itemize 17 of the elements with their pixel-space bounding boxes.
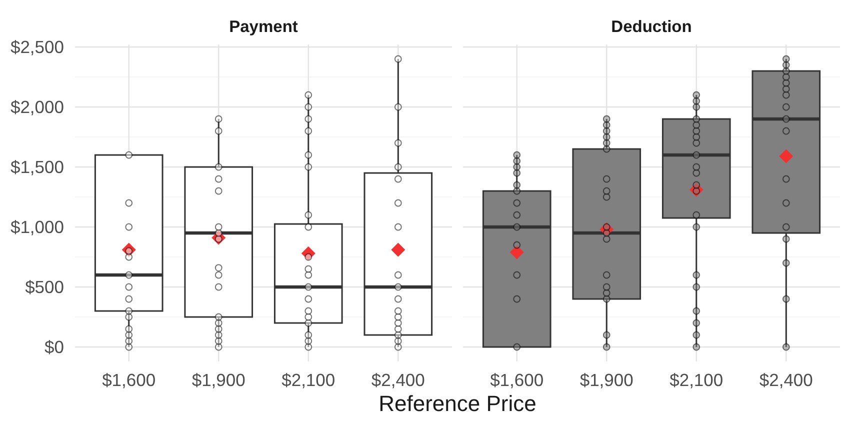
- x-tick-label: $1,900: [192, 370, 246, 390]
- x-tick-label: $1,900: [580, 370, 634, 390]
- x-axis-title: Reference Price: [378, 391, 536, 416]
- y-tick-label: $2,500: [10, 37, 64, 58]
- y-tick-label: $1,000: [10, 217, 64, 238]
- y-tick-label: $1,500: [10, 157, 64, 178]
- x-tick-label: $2,400: [759, 370, 814, 390]
- y-tick-label: $500: [25, 277, 64, 298]
- x-tick-label: $2,100: [282, 370, 336, 390]
- x-tick-label: $1,600: [490, 370, 544, 390]
- x-tick-label: $2,100: [670, 370, 724, 390]
- y-tick-label: $2,000: [10, 97, 64, 118]
- chart-title: Deduction: [611, 18, 692, 36]
- x-tick-label: $1,600: [102, 370, 156, 390]
- y-tick-label: $0: [44, 337, 64, 358]
- chart-title: Payment: [229, 18, 298, 36]
- x-tick-label: $2,400: [371, 370, 426, 390]
